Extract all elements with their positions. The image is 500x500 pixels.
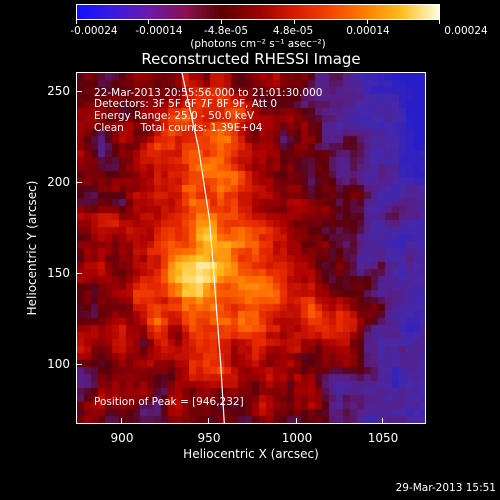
y-tick [76, 182, 82, 183]
y-tick [76, 364, 82, 365]
x-tick [121, 418, 122, 424]
limb-curve [181, 73, 225, 423]
colorbar-tick-label: 0.00014 [346, 25, 390, 37]
y-tick-label: 200 [47, 175, 70, 189]
annotation-detectors: Detectors: 3F 5F 6F 7F 8F 9F, Att 0 [94, 98, 278, 110]
colorbar-tick [148, 20, 149, 24]
colorbar-tick [439, 20, 440, 24]
x-tick [382, 418, 383, 424]
y-tick-label: 100 [47, 357, 70, 371]
y-tick [76, 273, 82, 274]
colorbar-units: (photons cm⁻² s⁻¹ asec⁻²) [190, 38, 326, 50]
plot-area [76, 72, 426, 424]
x-tick [296, 418, 297, 424]
colorbar-tick-label: 4.8e-05 [272, 25, 314, 37]
colorbar-tick-label: -0.00024 [70, 25, 118, 37]
colorbar [76, 4, 440, 20]
plot-title: Reconstructed RHESSI Image [141, 50, 361, 68]
y-tick-label: 250 [47, 84, 70, 98]
x-tick-label: 1050 [367, 431, 399, 445]
colorbar-tick [294, 20, 295, 24]
timestamp: 29-Mar-2013 15:51 [395, 482, 496, 494]
annotation-peak: Position of Peak = [946,232] [94, 396, 244, 408]
annotation-energy: Energy Range: 25.0 - 50.0 keV [94, 110, 255, 122]
heatmap-image [77, 73, 425, 423]
colorbar-tick [221, 20, 222, 24]
limb-line [181, 73, 225, 423]
colorbar-tick-label: -4.8e-05 [203, 25, 249, 37]
colorbar-tick [76, 20, 77, 24]
y-axis-label: Heliocentric Y (arcsec) [25, 180, 39, 316]
y-tick-label: 150 [47, 266, 70, 280]
x-tick [208, 418, 209, 424]
x-tick-label: 900 [110, 431, 134, 445]
colorbar-tick-label: -0.00014 [135, 25, 183, 37]
x-axis-label: Heliocentric X (arcsec) [183, 447, 319, 461]
annotation-clean: Clean Total counts: 1.39E+04 [94, 122, 263, 134]
y-tick [76, 91, 82, 92]
colorbar-tick [367, 20, 368, 24]
colorbar-tick-label: 0.00024 [444, 25, 488, 37]
x-tick-label: 1000 [281, 431, 313, 445]
annotation-time-range: 22-Mar-2013 20:55:56.000 to 21:01:30.000 [94, 87, 323, 99]
x-tick-label: 950 [197, 431, 221, 445]
